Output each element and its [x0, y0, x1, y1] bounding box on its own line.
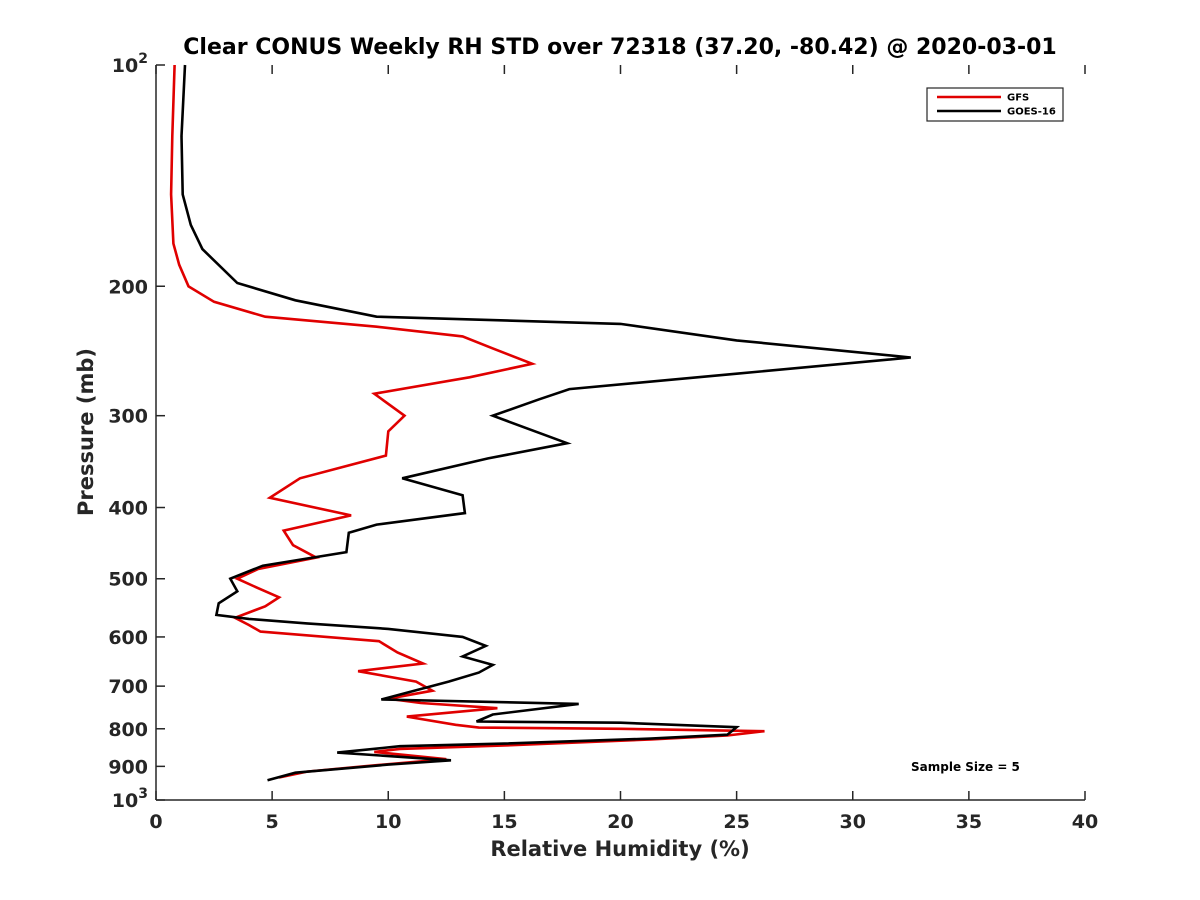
y-tick-label: 700	[108, 676, 148, 698]
x-axis-ticks: 0 5 10 15 20 25 30 35 40	[149, 65, 1098, 833]
legend-items: GFS GOES-16	[937, 93, 1056, 118]
y-tick-label: 900	[108, 756, 148, 778]
plot-area: 0 5 10 15 20 25 30 35 40 102 200 300 400 500 600 700 80…	[108, 51, 1098, 833]
y-axis-ticks: 102 200 300 400 500 600 700 800 900 103	[108, 51, 165, 812]
y-tick-label: 500	[108, 569, 148, 591]
y-tick-label: 102	[112, 51, 148, 77]
x-tick-label: 40	[1072, 811, 1098, 833]
y-tick-label: 800	[108, 719, 148, 741]
x-tick-label: 25	[723, 811, 749, 833]
legend: GFS GOES-16	[926, 87, 1064, 122]
x-tick-label: 20	[607, 811, 633, 833]
series-line-gfs	[169, 64, 765, 779]
y-tick-label: 103	[112, 786, 148, 812]
legend-box	[926, 87, 1064, 122]
series-line-goes-16	[180, 64, 911, 782]
x-tick-label: 30	[840, 811, 866, 833]
y-tick-label: 300	[108, 406, 148, 428]
plot-background	[156, 65, 1085, 800]
y-tick-label: 400	[108, 498, 148, 520]
legend-label: GFS	[1007, 93, 1029, 104]
chart-title: Clear CONUS Weekly RH STD over 72318 (37…	[183, 35, 1056, 60]
x-tick-label: 35	[956, 811, 982, 833]
x-tick-label: 15	[491, 811, 517, 833]
x-tick-label: 10	[375, 811, 401, 833]
x-axis-label: Relative Humidity (%)	[490, 837, 749, 861]
y-axis-label: Pressure (mb)	[74, 348, 98, 516]
x-tick-label: 5	[266, 811, 279, 833]
legend-label: GOES-16	[1007, 107, 1056, 118]
sample-size-annotation: Sample Size = 5	[911, 760, 1020, 774]
y-tick-label: 200	[108, 276, 148, 298]
series-layer	[169, 64, 911, 782]
y-tick-label: 600	[108, 627, 148, 649]
x-tick-label: 0	[149, 811, 162, 833]
